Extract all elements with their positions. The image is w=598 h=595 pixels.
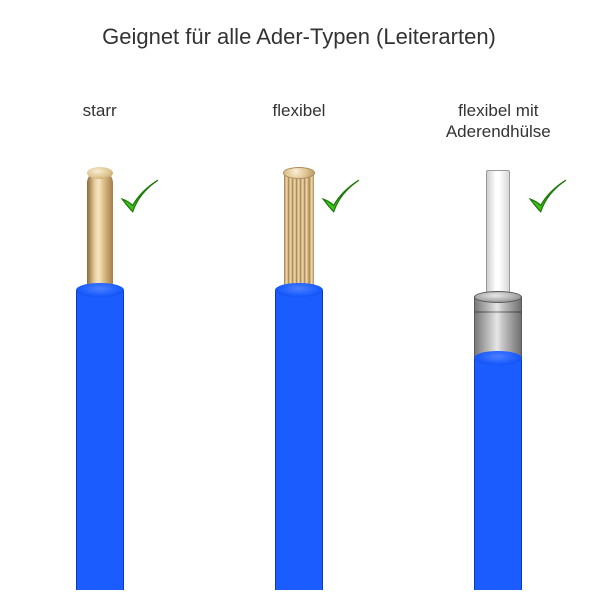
wire-stranded: flexibel: [209, 100, 389, 590]
wire-solid-label: starr: [83, 100, 117, 150]
wire-ferrule-label: flexibel mit Aderendhülse: [446, 100, 551, 150]
insulation: [275, 290, 323, 590]
insulation: [76, 290, 124, 590]
checkmark-icon: [118, 176, 160, 218]
wire-ferrule-graphic: [408, 150, 588, 590]
insulation-cap: [275, 283, 323, 297]
wire-columns: starr flexibel: [0, 100, 598, 590]
checkmark-icon: [526, 176, 568, 218]
insulation-cap: [474, 351, 522, 365]
stranded-conductor: [284, 170, 314, 296]
ferrule-pin: [486, 170, 510, 300]
insulation: [474, 358, 522, 590]
wire-ferrule: flexibel mit Aderendhülse: [408, 100, 588, 590]
wire-stranded-graphic: [209, 150, 389, 590]
wire-solid-graphic: [10, 150, 190, 590]
insulation-cap: [76, 283, 124, 297]
wire-solid: starr: [10, 100, 190, 590]
solid-conductor: [87, 170, 113, 296]
wire-stranded-label: flexibel: [273, 100, 326, 150]
checkmark-icon: [319, 176, 361, 218]
diagram-title: Geignet für alle Ader-Typen (Leiterarten…: [0, 24, 598, 50]
